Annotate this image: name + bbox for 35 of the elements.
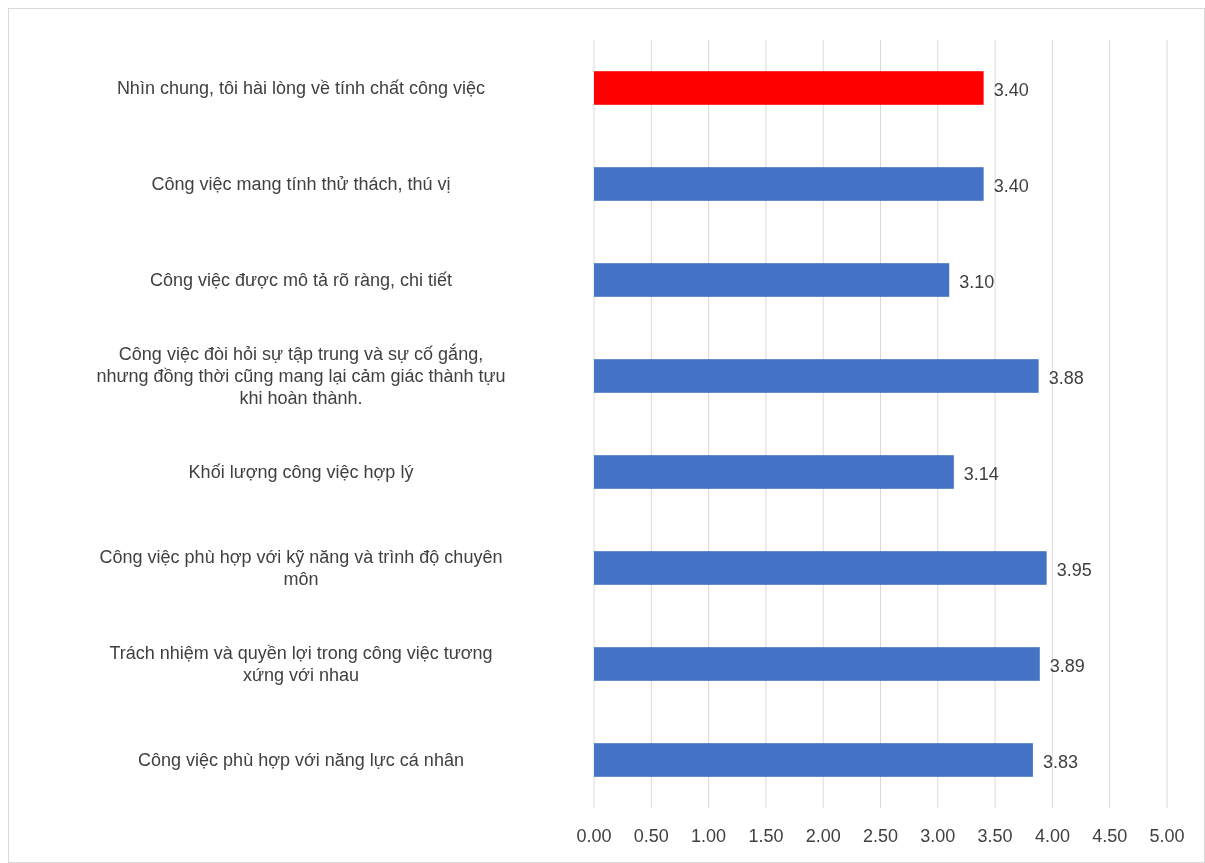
x-tick-label: 5.00: [1149, 826, 1185, 846]
x-tick-label: 2.00: [805, 826, 841, 846]
x-tick-label: 3.50: [977, 826, 1013, 846]
x-tick-label: 4.50: [1092, 826, 1128, 846]
bar: [594, 455, 954, 489]
data-label: 3.40: [993, 80, 1029, 100]
data-label: 3.95: [1056, 560, 1092, 580]
bar: [594, 167, 984, 201]
x-tick-label: 0.00: [576, 826, 612, 846]
data-label: 3.40: [993, 176, 1029, 196]
data-label: 3.89: [1049, 656, 1085, 676]
y-tick-label: Nhìn chung, tôi hài lòng về tính chất công việc: [116, 78, 486, 98]
y-tick-label: Công việc phù hợp với kỹ năng và trình độ chuyên môn: [99, 547, 503, 589]
data-label: 3.14: [963, 464, 999, 484]
y-tick-label: Công việc phù hợp với năng lực cá nhân: [138, 750, 464, 770]
bar: [594, 743, 1033, 777]
bar: [594, 551, 1047, 585]
x-tick-label: 4.00: [1034, 826, 1070, 846]
y-tick-label: Khối lượng công việc hợp lý: [188, 462, 414, 482]
x-tick-label: 1.00: [691, 826, 727, 846]
data-label: 3.83: [1042, 752, 1078, 772]
y-tick-label: Công việc đòi hỏi sự tập trung và sự cố gắng, nhưng đồng thời cũng mang lại cảm giác thành tựu khi hoàn thành.: [96, 343, 506, 408]
bar: [594, 71, 984, 105]
y-tick-label: Trách nhiệm và quyền lợi trong công việc tương xứng với nhau: [109, 643, 493, 685]
y-tick-label: Công việc mang tính thử thách, thú vị: [151, 174, 451, 194]
x-tick-label: 3.00: [920, 826, 956, 846]
x-tick-label: 0.50: [633, 826, 669, 846]
x-tick-label: 2.50: [862, 826, 899, 846]
bar: [594, 263, 950, 297]
bar: [594, 647, 1040, 681]
bar: [594, 359, 1039, 393]
data-label: 3.88: [1048, 368, 1084, 388]
data-label: 3.10: [959, 272, 995, 292]
y-tick-label: Công việc được mô tả rõ ràng, chi tiết: [150, 270, 452, 290]
x-tick-label: 1.50: [748, 826, 784, 846]
